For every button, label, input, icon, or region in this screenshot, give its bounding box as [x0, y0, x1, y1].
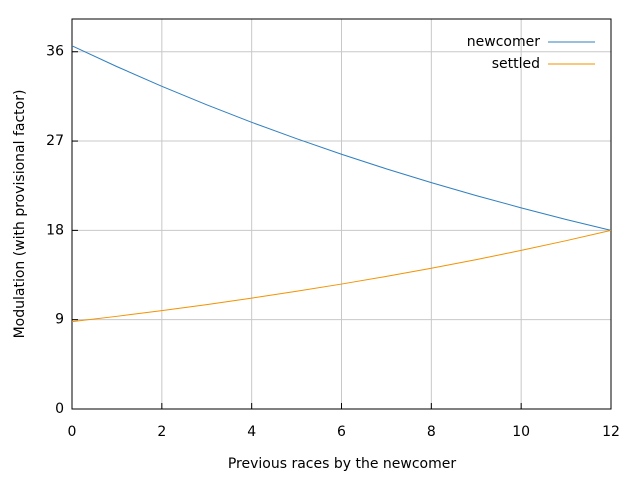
x-tick-label: 12: [602, 424, 620, 440]
y-tick-label: 36: [46, 44, 64, 60]
line-series: [71, 45, 612, 231]
y-tick-label: 9: [55, 312, 64, 328]
x-tick-label: 6: [337, 424, 346, 440]
y-tick-label: 0: [55, 401, 64, 417]
x-tick-label: 10: [512, 424, 530, 440]
line-series: [71, 229, 612, 323]
y-axis-label: Modulation (with provisional factor): [12, 90, 28, 339]
x-tick-label: 8: [427, 424, 436, 440]
legend-label: settled: [492, 56, 540, 72]
plot-frame: [71, 18, 612, 410]
x-tick-label: 4: [247, 424, 256, 440]
y-tick-label: 18: [46, 222, 64, 238]
legend-label: newcomer: [467, 34, 540, 50]
x-tick-label: 2: [157, 424, 166, 440]
x-tick-label: 0: [68, 424, 77, 440]
x-axis-label: Previous races by the newcomer: [228, 456, 457, 472]
y-tick-label: 27: [46, 133, 64, 149]
